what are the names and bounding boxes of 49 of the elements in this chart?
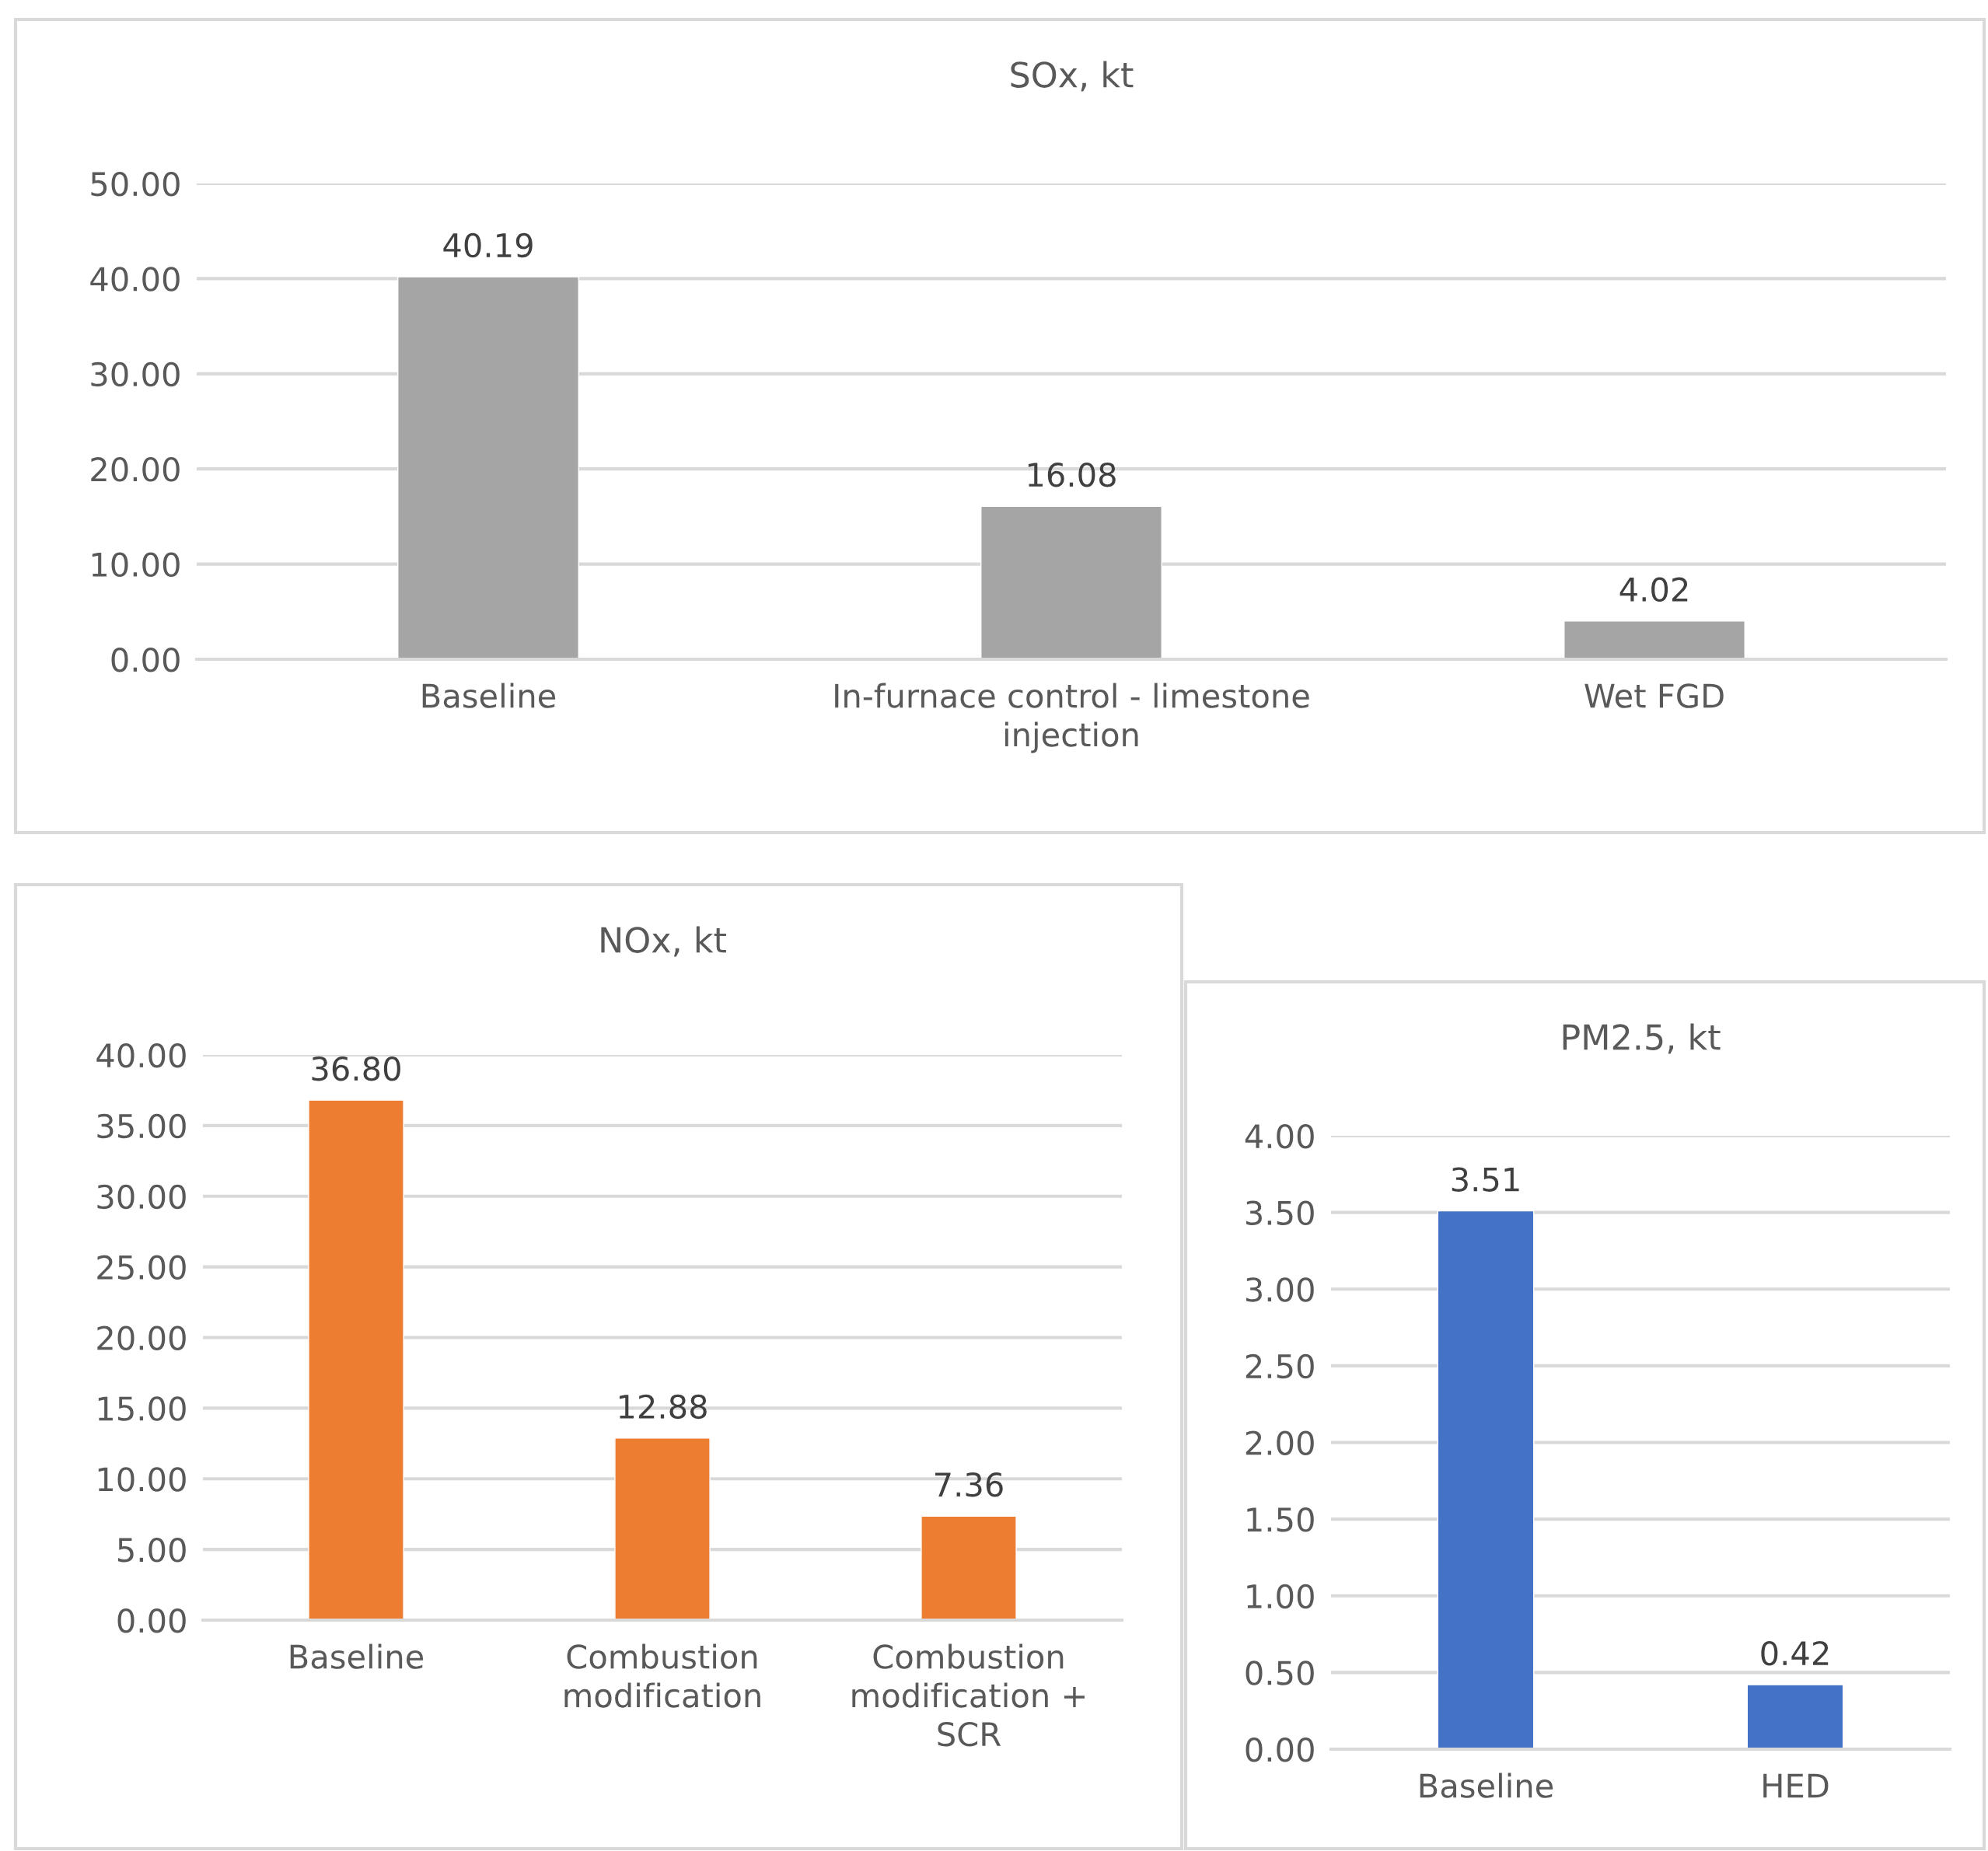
y-tick-label: 10.00 — [98, 1467, 186, 1492]
y-tick-label: 3.00 — [1246, 1277, 1314, 1302]
y-tick-label: 25.00 — [97, 1255, 186, 1280]
y-tick-label: 0.00 — [111, 647, 180, 672]
y-tick-label: 35.00 — [97, 1113, 186, 1139]
data-label: 7.36 — [935, 1472, 1003, 1497]
x-tick-label: In-furnace control - limestone injection — [835, 683, 1309, 753]
y-tick-label: 20.00 — [97, 1325, 186, 1350]
x-tick-label: Combustion modification + SCR — [852, 1643, 1085, 1747]
y-tick-label: 5.00 — [118, 1538, 186, 1563]
data-label: 40.19 — [443, 232, 533, 258]
data-label: 16.08 — [1028, 462, 1116, 487]
chart-title: SOx, kt — [1011, 61, 1134, 92]
data-label: 3.51 — [1452, 1167, 1519, 1192]
x-tick-label: Wet FGD — [1584, 683, 1724, 708]
y-tick-label: 1.50 — [1247, 1507, 1314, 1532]
bar — [921, 1515, 1017, 1620]
y-tick-label: 10.00 — [92, 552, 180, 578]
y-tick-label: 0.00 — [1246, 1737, 1314, 1762]
y-tick-label: 20.00 — [91, 457, 180, 482]
y-tick-label: 3.50 — [1246, 1200, 1314, 1226]
y-tick-label: 15.00 — [98, 1396, 186, 1421]
bar — [980, 505, 1162, 659]
x-tick-label: Baseline — [1420, 1772, 1553, 1798]
data-label: 0.42 — [1761, 1640, 1829, 1666]
x-tick-label: Baseline — [290, 1643, 424, 1669]
x-tick-label: Baseline — [422, 683, 556, 708]
y-tick-label: 4.00 — [1245, 1123, 1314, 1149]
bar — [397, 276, 579, 659]
y-tick-label: 1.00 — [1247, 1584, 1314, 1609]
data-label: 4.02 — [1619, 577, 1688, 602]
y-tick-label: 30.00 — [91, 361, 180, 387]
y-tick-label: 50.00 — [91, 171, 180, 197]
chart-title: NOx, kt — [601, 926, 726, 957]
y-tick-label: 0.00 — [117, 1608, 186, 1633]
bar — [308, 1099, 404, 1620]
y-tick-label: 2.50 — [1246, 1353, 1314, 1379]
x-tick-label: Combustion modification — [564, 1643, 760, 1708]
y-tick-label: 2.00 — [1246, 1430, 1314, 1455]
y-tick-label: 30.00 — [97, 1184, 186, 1210]
data-label: 36.80 — [312, 1056, 400, 1081]
chart-title: PM2.5, kt — [1563, 1023, 1721, 1054]
y-tick-label: 40.00 — [96, 1042, 186, 1068]
bar — [1563, 620, 1745, 659]
data-label: 12.88 — [619, 1394, 707, 1420]
x-tick-label: HED — [1763, 1773, 1829, 1798]
y-tick-label: 0.50 — [1246, 1661, 1314, 1685]
bar — [614, 1437, 711, 1620]
y-tick-label: 40.00 — [90, 267, 180, 292]
